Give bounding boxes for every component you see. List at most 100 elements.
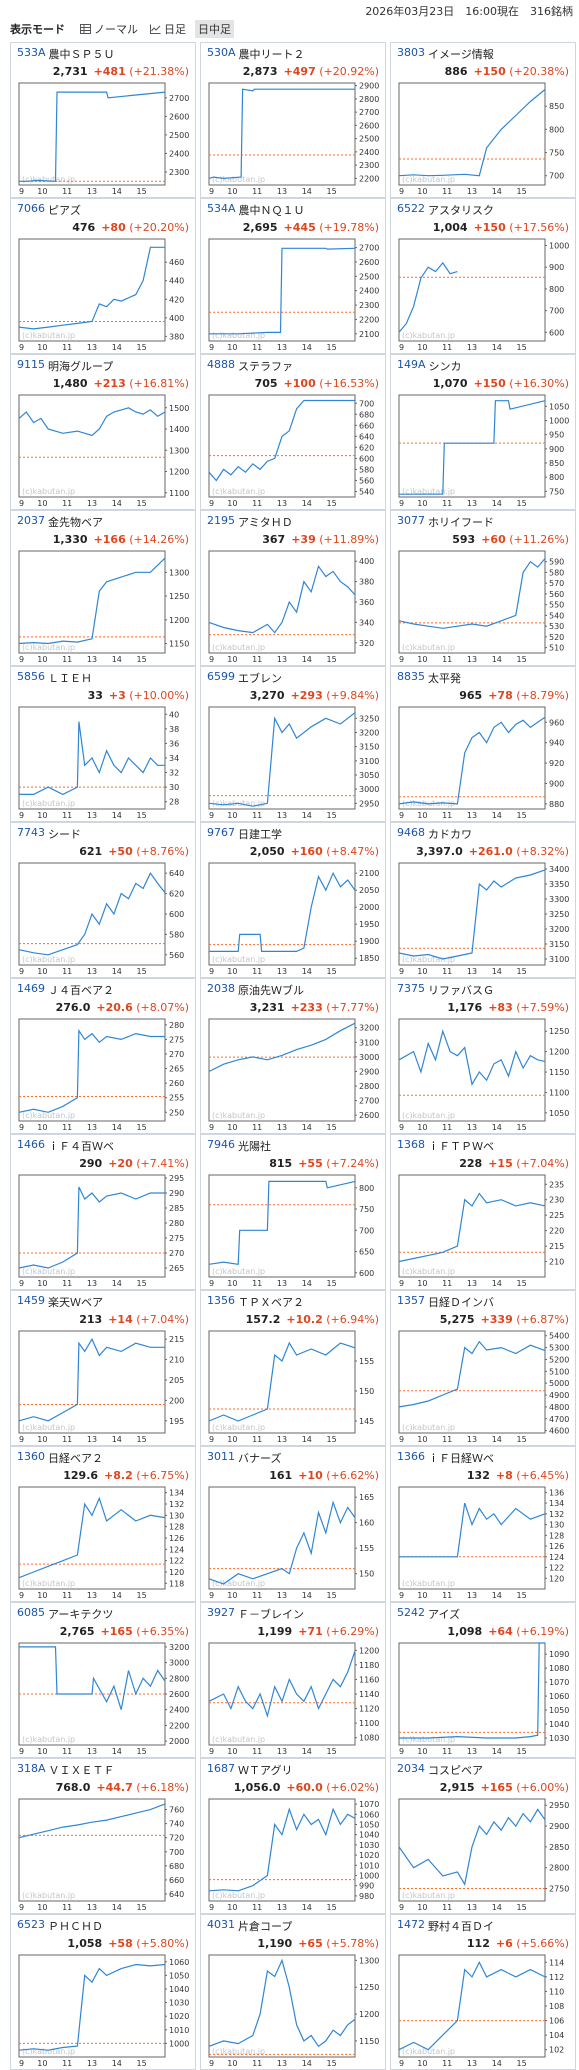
stock-code-link[interactable]: 2034 (397, 1762, 425, 1775)
stock-name-link[interactable]: 日経Ｄインバ (428, 1296, 494, 1309)
mode-intraday-button[interactable]: 日中足 (195, 20, 234, 38)
stock-card[interactable]: 318A ＶＩＸＥＴＦ 768.0 +44.7 (+6.18%) (c)kabutan.… (10, 1758, 196, 1914)
stock-name-link[interactable]: 日経ベア２ (48, 1452, 103, 1465)
stock-name-link[interactable]: 野村４百Ｄイ (428, 1920, 494, 1933)
mode-daily-button[interactable]: 日足 (147, 20, 189, 38)
stock-name-link[interactable]: ｉＦ４百Ｗベ (48, 1140, 114, 1153)
stock-card[interactable]: 2038 原油先Ｗブル 3,231 +233 (+7.77%) (c)kabutan.j… (200, 978, 386, 1134)
stock-card[interactable]: 7375 リファバスＧ 1,176 +83 (+7.59%) (c)kabutan.jp… (390, 978, 576, 1134)
intraday-chart[interactable]: (c)kabutan.jp 3250 3200 3150 3100 3050 3000 295… (207, 705, 381, 819)
intraday-chart[interactable]: (c)kabutan.jp 400 380 360 340 320 9 10 11 13 14 15 (207, 549, 381, 663)
stock-name-link[interactable]: ＴＰＸベア２ (238, 1296, 304, 1309)
stock-card[interactable]: 1357 日経Ｄインバ 5,275 +339 (+6.87%) (c)kabutan.j… (390, 1290, 576, 1446)
stock-name-link[interactable]: ピアズ (48, 204, 81, 217)
intraday-chart[interactable]: (c)kabutan.jp 1060 1050 1040 1030 1020 1010 100… (17, 1953, 191, 2067)
stock-code-link[interactable]: 1360 (17, 1450, 45, 1463)
intraday-chart[interactable]: (c)kabutan.jp 2950 2900 2850 2800 2750 9 10 11 13… (397, 1797, 571, 1911)
stock-card[interactable]: 9115 明海グループ 1,480 +213 (+16.81%) (c)kabutan.… (10, 354, 196, 510)
stock-name-link[interactable]: カドカワ (428, 828, 472, 841)
stock-code-link[interactable]: 3011 (207, 1450, 235, 1463)
stock-card[interactable]: 3011 バナーズ 161 +10 (+6.62%) (c)kabutan.jp 165 1… (200, 1446, 386, 1602)
stock-name-link[interactable]: ホリイフード (428, 516, 494, 529)
stock-code-link[interactable]: 533A (17, 46, 46, 59)
stock-card[interactable]: 9767 日建工学 2,050 +160 (+8.47%) (c)kabutan.jp 2… (200, 822, 386, 978)
stock-code-link[interactable]: 4888 (207, 358, 235, 371)
stock-code-link[interactable]: 1469 (17, 982, 45, 995)
stock-card[interactable]: 1356 ＴＰＸベア２ 157.2 +10.2 (+6.94%) (c)kabutan.… (200, 1290, 386, 1446)
stock-code-link[interactable]: 1687 (207, 1762, 235, 1775)
intraday-chart[interactable]: (c)kabutan.jp 1050 1000 950 900 850 800 750 9 10 1… (397, 393, 571, 507)
intraday-chart[interactable]: (c)kabutan.jp 235 230 225 220 215 210 9 10 11 13 14… (397, 1173, 571, 1287)
stock-card[interactable]: 7743 シード 621 +50 (+8.76%) (c)kabutan.jp 640 62… (10, 822, 196, 978)
intraday-chart[interactable]: (c)kabutan.jp 134 132 130 128 126 124 122 120 118… (17, 1485, 191, 1599)
stock-code-link[interactable]: 9767 (207, 826, 235, 839)
intraday-chart[interactable]: (c)kabutan.jp 1300 1250 1200 1150 9 10 11 13 14 15 (207, 1953, 381, 2067)
stock-card[interactable]: 9468 カドカワ 3,397.0 +261.0 (+8.32%) (c)kabutan… (390, 822, 576, 978)
stock-card[interactable]: 5242 アイズ 1,098 +64 (+6.19%) (c)kabutan.jp 109… (390, 1602, 576, 1758)
stock-card[interactable]: 1366 ｉＦ日経Ｗベ 132 +8 (+6.45%) (c)kabutan.jp 136… (390, 1446, 576, 1602)
stock-code-link[interactable]: 1472 (397, 1918, 425, 1931)
stock-code-link[interactable]: 8835 (397, 670, 425, 683)
stock-code-link[interactable]: 5856 (17, 670, 45, 683)
stock-code-link[interactable]: 1357 (397, 1294, 425, 1307)
stock-code-link[interactable]: 4031 (207, 1918, 235, 1931)
stock-code-link[interactable]: 9468 (397, 826, 425, 839)
mode-normal-button[interactable]: ノーマル (77, 20, 141, 38)
stock-card[interactable]: 1459 楽天Ｗベア 213 +14 (+7.04%) (c)kabutan.jp 215… (10, 1290, 196, 1446)
stock-card[interactable]: 2034 コスピベア 2,915 +165 (+6.00%) (c)kabutan.jp… (390, 1758, 576, 1914)
stock-name-link[interactable]: ＬＩＥＨ (48, 672, 92, 685)
intraday-chart[interactable]: (c)kabutan.jp 640 620 600 580 560 9 10 11 13 14 15 (17, 861, 191, 975)
stock-name-link[interactable]: ｉＦＴＰＷベ (428, 1140, 494, 1153)
stock-code-link[interactable]: 5242 (397, 1606, 425, 1619)
stock-code-link[interactable]: 530A (207, 46, 236, 59)
stock-card[interactable]: 1687 ＷＴアグリ 1,056.0 +60.0 (+6.02%) (c)kabutan… (200, 1758, 386, 1914)
stock-name-link[interactable]: アーキテクツ (48, 1608, 114, 1621)
stock-code-link[interactable]: 3077 (397, 514, 425, 527)
intraday-chart[interactable]: (c)kabutan.jp 215 210 205 200 195 9 10 11 13 14 15 (17, 1329, 191, 1443)
stock-name-link[interactable]: 農中ＮＱ１Ｕ (238, 204, 305, 217)
intraday-chart[interactable]: (c)kabutan.jp 1070 1060 1050 1040 1030 1020 101… (207, 1797, 381, 1911)
stock-code-link[interactable]: 149A (397, 358, 426, 371)
stock-code-link[interactable]: 6523 (17, 1918, 45, 1931)
stock-code-link[interactable]: 1459 (17, 1294, 45, 1307)
stock-name-link[interactable]: 農中リート２ (238, 48, 305, 61)
intraday-chart[interactable]: (c)kabutan.jp 3200 3100 3000 2900 2800 2700 260… (207, 1017, 381, 1131)
stock-card[interactable]: 1469 Ｊ４百ベア２ 276.0 +20.6 (+8.07%) (c)kabutan.… (10, 978, 196, 1134)
stock-code-link[interactable]: 6522 (397, 202, 425, 215)
stock-card[interactable]: 3803 イメージ情報 886 +150 (+20.38%) (c)kabutan.jp… (390, 42, 576, 198)
stock-card[interactable]: 3077 ホリイフード 593 +60 (+11.26%) (c)kabutan.jp 5… (390, 510, 576, 666)
intraday-chart[interactable]: (c)kabutan.jp 800 750 700 650 600 9 10 11 13 14 15 (207, 1173, 381, 1287)
stock-name-link[interactable]: ＰＨＣＨＤ (48, 1920, 103, 1933)
stock-card[interactable]: 1368 ｉＦＴＰＷベ 228 +15 (+7.04%) (c)kabutan.jp 23… (390, 1134, 576, 1290)
stock-name-link[interactable]: シード (48, 828, 81, 841)
stock-name-link[interactable]: 農中ＳＰ５Ｕ (48, 48, 115, 61)
stock-card[interactable]: 534A 農中ＮＱ１Ｕ 2,695 +445 (+19.78%) (c)kabutan.… (200, 198, 386, 354)
stock-card[interactable]: 6085 アーキテクツ 2,765 +165 (+6.35%) (c)kabutan.j… (10, 1602, 196, 1758)
stock-card[interactable]: 4888 ステラファ 705 +100 (+16.53%) (c)kabutan.jp 7… (200, 354, 386, 510)
intraday-chart[interactable]: (c)kabutan.jp 1090 1080 1070 1060 1050 1040 103… (397, 1641, 571, 1755)
intraday-chart[interactable]: (c)kabutan.jp 2900 2800 2700 2600 2500 2400 230… (207, 81, 381, 195)
intraday-chart[interactable]: (c)kabutan.jp 114 112 110 108 106 104 102 9 10 11 1… (397, 1953, 571, 2067)
stock-code-link[interactable]: 7743 (17, 826, 45, 839)
stock-name-link[interactable]: バナーズ (238, 1452, 282, 1465)
stock-card[interactable]: 6599 エブレン 3,270 +293 (+9.84%) (c)kabutan.jp 3… (200, 666, 386, 822)
stock-card[interactable]: 6523 ＰＨＣＨＤ 1,058 +58 (+5.80%) (c)kabutan.jp 1… (10, 1914, 196, 2070)
stock-code-link[interactable]: 1466 (17, 1138, 45, 1151)
stock-name-link[interactable]: アミタＨＤ (238, 516, 293, 529)
intraday-chart[interactable]: (c)kabutan.jp 136 134 132 130 128 126 124 122 120… (397, 1485, 571, 1599)
intraday-chart[interactable]: (c)kabutan.jp 280 275 270 265 260 255 250 9 10 11 1… (17, 1017, 191, 1131)
stock-card[interactable]: 149A シンカ 1,070 +150 (+16.30%) (c)kabutan.jp 1… (390, 354, 576, 510)
intraday-chart[interactable]: (c)kabutan.jp 590 580 570 560 550 540 530 520 510… (397, 549, 571, 663)
intraday-chart[interactable]: (c)kabutan.jp 760 740 720 700 680 660 640 9 10 11 1… (17, 1797, 191, 1911)
stock-code-link[interactable]: 6599 (207, 670, 235, 683)
stock-name-link[interactable]: 金先物ベア (48, 516, 103, 529)
intraday-chart[interactable]: (c)kabutan.jp 3400 3350 3300 3250 3200 3150 310… (397, 861, 571, 975)
intraday-chart[interactable]: (c)kabutan.jp 2700 2600 2500 2400 2300 2200 210… (207, 237, 381, 351)
intraday-chart[interactable]: (c)kabutan.jp 960 940 920 900 880 9 10 11 13 14 15 (397, 705, 571, 819)
stock-name-link[interactable]: ＶＩＸＥＴＦ (48, 1764, 115, 1777)
stock-card[interactable]: 4031 片倉コープ 1,190 +65 (+5.78%) (c)kabutan.jp 1… (200, 1914, 386, 2070)
stock-card[interactable]: 533A 農中ＳＰ５Ｕ 2,731 +481 (+21.38%) (c)kabutan.… (10, 42, 196, 198)
stock-name-link[interactable]: コスピベア (428, 1764, 483, 1777)
stock-name-link[interactable]: 太平発 (428, 672, 461, 685)
stock-name-link[interactable]: ＷＴアグリ (238, 1764, 293, 1777)
